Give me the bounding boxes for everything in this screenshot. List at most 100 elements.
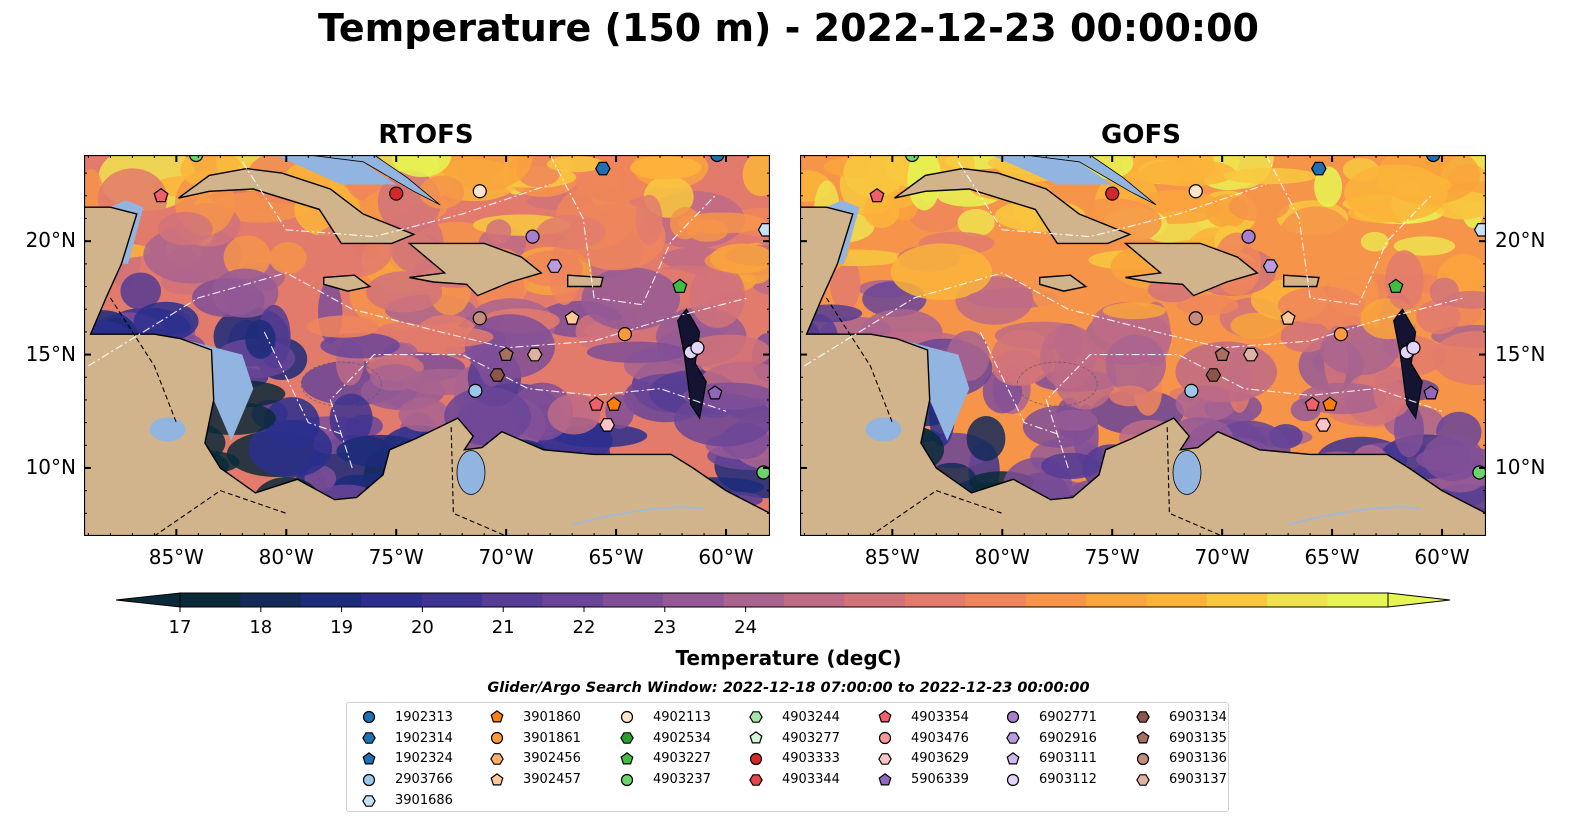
panel-title-rtofs: RTOFS: [378, 120, 474, 150]
lat-label-right: 20°N: [1495, 228, 1546, 253]
legend-label: 4903629: [911, 751, 969, 767]
legend-marker-4903476: [878, 732, 892, 745]
legend-marker-3901861: [490, 732, 504, 745]
legend-item: 2903766: [357, 769, 453, 790]
map-marker-4903237b: [905, 155, 920, 163]
colorbar-tick-label: 17: [168, 617, 192, 638]
map-panel-rtofs: [84, 155, 770, 536]
legend-marker-5906339: [878, 772, 892, 786]
figure-title: Temperature (150 m) - 2022-12-23 00:00:0…: [317, 6, 1259, 50]
lon-label-left: 75°W: [368, 545, 424, 569]
map-marker-6903134: [1205, 368, 1222, 382]
lon-label-left: 65°W: [588, 545, 644, 569]
legend-marker-4903344: [749, 773, 763, 786]
legend-label: 2903766: [395, 772, 453, 788]
legend-label: 6902916: [1039, 730, 1097, 746]
map-marker-4903237b: [189, 155, 204, 163]
legend-label: 3902456: [523, 751, 581, 767]
legend-item: 3901860: [485, 707, 581, 728]
map-marker-6903135: [1214, 346, 1230, 361]
map-marker-3901860: [606, 396, 622, 411]
legend-marker-icon: [1006, 773, 1020, 786]
map-marker-5906339: [1423, 385, 1439, 400]
legend-marker-icon: [620, 752, 634, 765]
map-marker-6902916: [546, 259, 563, 273]
legend-marker-icon: [620, 732, 634, 744]
colorbar-tick-label: 22: [572, 617, 596, 638]
legend-marker-icon: [1006, 752, 1020, 765]
legend-item: 3902457: [485, 769, 581, 790]
map-marker-1902313: [1426, 155, 1441, 163]
map-marker-3901861: [617, 327, 632, 342]
map-marker-4902113: [472, 184, 487, 199]
legend-marker-4902113: [620, 711, 634, 724]
colorbar-title: Temperature (degC): [675, 646, 902, 670]
legend-marker-icon: [749, 773, 763, 786]
legend-column: 1902313 1902314 1902324 2903766 3901686: [357, 707, 453, 811]
legend-marker-4903277: [749, 731, 763, 744]
legend-marker-6902916: [1006, 732, 1020, 744]
legend-column: 6903134 6903135 6903136 6903137: [1131, 707, 1227, 790]
legend-column: 4903354 4903476 4903629 5906339: [873, 707, 969, 790]
legend-marker-icon: [1136, 711, 1150, 724]
colorbar-tick-label: 19: [330, 617, 354, 638]
map-marker-3901861: [1333, 327, 1348, 342]
map-marker-4903354: [1304, 396, 1320, 411]
lon-label-left: 85°W: [148, 545, 204, 569]
legend-label: 4903244: [782, 709, 840, 725]
map-marker-2903766: [1184, 383, 1199, 398]
lon-label-left: 60°W: [698, 545, 754, 569]
legend-item: 4903227: [615, 749, 711, 770]
legend-column: 6902771 6902916 6903111 6903112: [1001, 707, 1097, 790]
map-marker-1902314: [595, 161, 611, 176]
legend-column: 4903244 4903277 4903333 4903344: [744, 707, 840, 790]
map-marker-4903354: [588, 396, 604, 411]
legend-item: 4903277: [744, 728, 840, 749]
legend-item: 4903333: [744, 749, 840, 770]
legend-item: 4903344: [744, 769, 840, 790]
legend-marker-icon: [878, 732, 892, 745]
legend-item: 6902916: [1001, 728, 1097, 749]
legend-label: 6903135: [1169, 730, 1227, 746]
legend-item: 4903629: [873, 749, 969, 770]
legend-marker-icon: [362, 711, 376, 724]
map-marker-1902314: [1311, 161, 1327, 176]
legend-label: 4903354: [911, 709, 969, 725]
legend-label: 4903237: [653, 772, 711, 788]
lon-label-right: 80°W: [974, 545, 1030, 569]
legend-marker-icon: [490, 772, 504, 786]
colorbar: [116, 592, 1451, 612]
legend-marker-6903112: [1006, 773, 1020, 786]
map-marker-3901860: [1322, 396, 1338, 411]
legend-item: 6903136: [1131, 749, 1227, 770]
search-window-caption: Glider/Argo Search Window: 2022-12-18 07…: [487, 680, 1090, 696]
legend-marker-icon: [490, 753, 504, 765]
legend-marker-4903333: [749, 752, 763, 766]
map-marker-4903333: [389, 186, 404, 201]
legend-item: 1902313: [357, 707, 453, 728]
legend-item: 6903135: [1131, 728, 1227, 749]
lon-label-right: 75°W: [1084, 545, 1140, 569]
legend-marker-6903135: [1136, 731, 1150, 744]
legend-label: 3901861: [523, 730, 581, 746]
map-marker-6903137: [526, 347, 543, 362]
legend-label: 3901860: [523, 709, 581, 725]
legend-label: 5906339: [911, 772, 969, 788]
lon-label-right: 85°W: [864, 545, 920, 569]
panel-title-gofs: GOFS: [1101, 120, 1181, 150]
legend-label: 4903277: [782, 730, 840, 746]
legend-item: 6902771: [1001, 707, 1097, 728]
legend-label: 4902113: [653, 709, 711, 725]
lat-label-right: 15°N: [1495, 341, 1546, 366]
legend-marker-icon: [749, 752, 763, 766]
legend-item: 6903111: [1001, 749, 1097, 770]
legend-label: 1902314: [395, 730, 453, 746]
legend-marker-3901686: [362, 794, 376, 807]
map-marker-6903112b: [1406, 340, 1421, 355]
legend-marker-icon: [620, 773, 634, 786]
lat-label-left: 10°N: [25, 454, 76, 479]
legend-marker-icon: [1006, 732, 1020, 744]
legend-label: 6903134: [1169, 709, 1227, 725]
legend-column: 3901860 3901861 3902456 3902457: [485, 707, 581, 790]
map-marker-4903227: [672, 278, 688, 293]
